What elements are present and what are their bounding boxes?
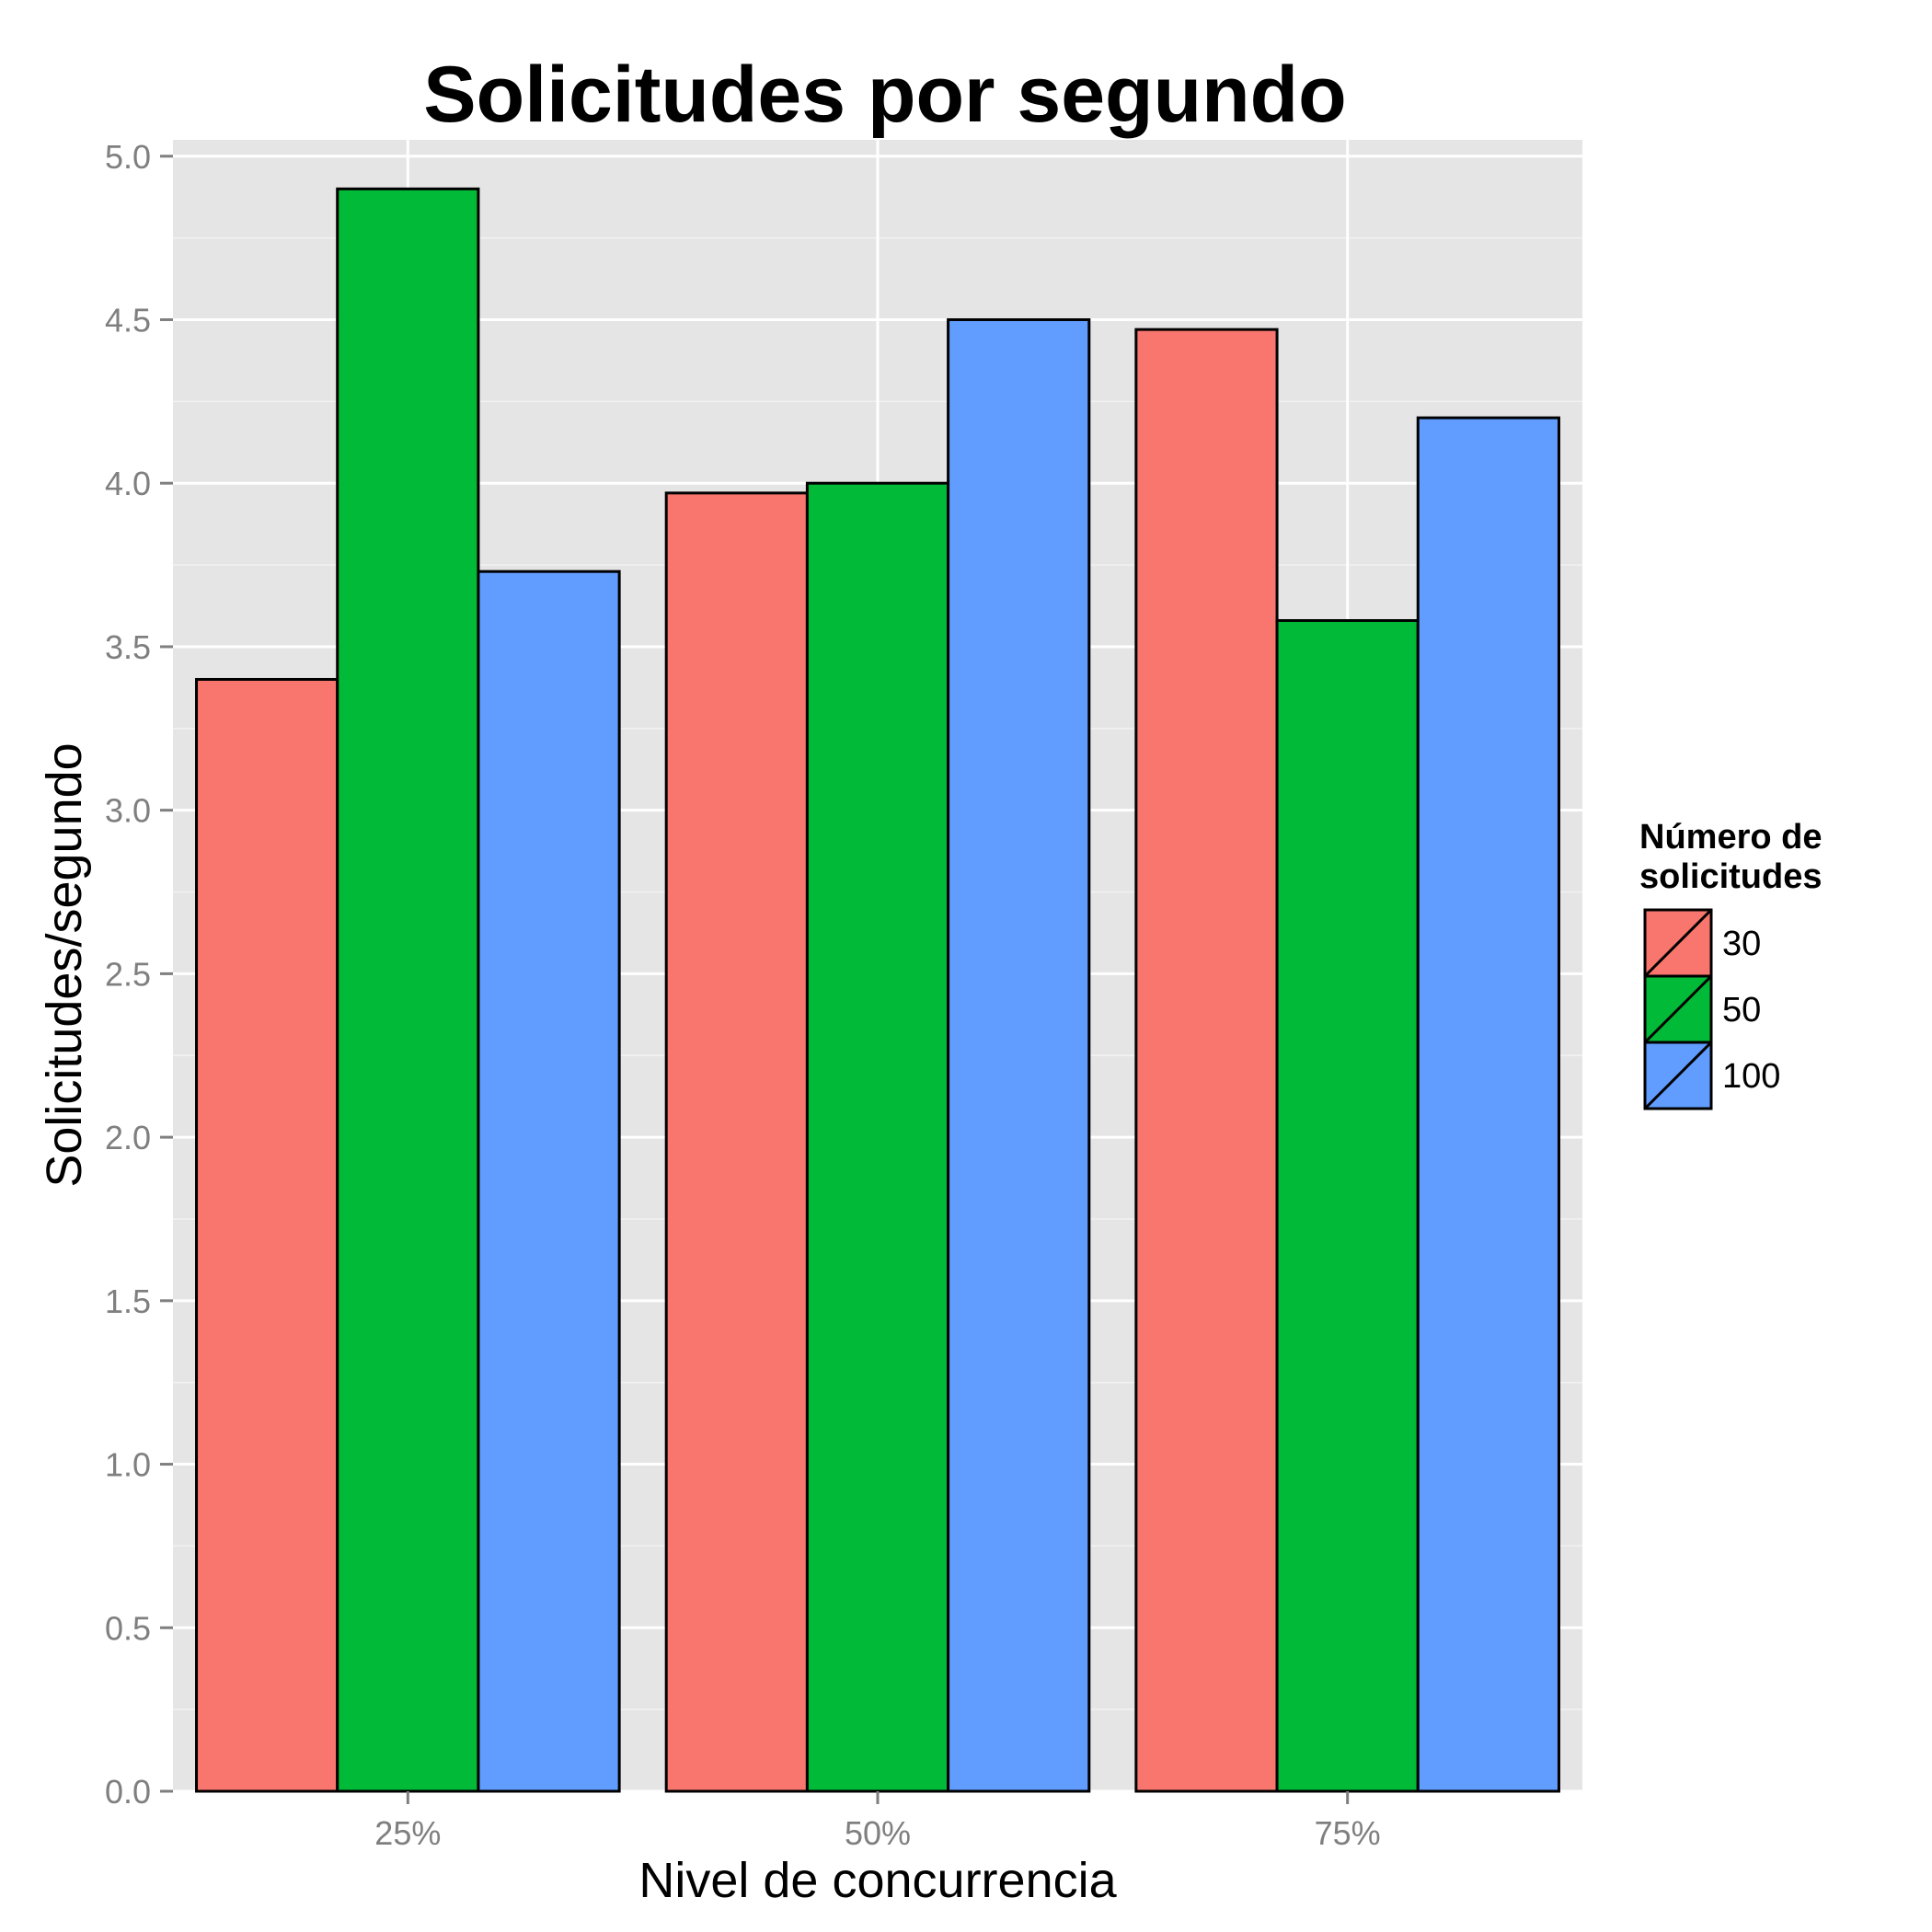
y-tick-label: 3.0 xyxy=(105,792,151,830)
bar-75pct-series-50 xyxy=(1275,619,1420,1793)
bar-50pct-series-100 xyxy=(947,317,1091,1793)
legend-key-slash xyxy=(1643,1041,1713,1110)
legend-title-line2: solicitudes xyxy=(1639,857,1823,896)
y-tick-label: 0.5 xyxy=(105,1609,151,1647)
legend-label-100: 100 xyxy=(1722,1057,1780,1096)
y-tick-label: 3.5 xyxy=(105,628,151,666)
legend-title-line1: Número de xyxy=(1639,818,1822,857)
y-tick-label: 2.0 xyxy=(105,1119,151,1156)
x-axis-title: Nivel de concurrencia xyxy=(638,1853,1117,1908)
x-axis: 25% 50% 75% xyxy=(374,1791,1381,1852)
y-tick-label: 1.0 xyxy=(105,1446,151,1484)
bar-75pct-series-100 xyxy=(1416,416,1560,1793)
bar-25pct-series-100 xyxy=(477,569,621,1793)
legend-key-slash xyxy=(1643,974,1713,1044)
y-tick-label: 4.0 xyxy=(105,465,151,502)
bar-50pct-series-50 xyxy=(805,481,950,1793)
chart-title: Solicitudes por segundo xyxy=(423,51,1346,139)
y-tick-label: 0.0 xyxy=(105,1773,151,1811)
x-tick-label: 75% xyxy=(1315,1814,1381,1852)
y-tick-label: 5.0 xyxy=(105,138,151,176)
bar-50pct-series-30 xyxy=(664,491,809,1793)
bar-75pct-series-30 xyxy=(1134,328,1279,1793)
legend-key-slash xyxy=(1643,908,1713,978)
legend-label-50: 50 xyxy=(1722,991,1761,1029)
legend-items: 30 50 100 xyxy=(1643,908,1780,1110)
legend: Número de solicitudes 30 50 100 xyxy=(1639,818,1823,1110)
legend-label-30: 30 xyxy=(1722,925,1761,963)
y-tick-label: 2.5 xyxy=(105,955,151,993)
bar-25pct-series-30 xyxy=(195,677,339,1793)
y-tick-label: 1.5 xyxy=(105,1282,151,1320)
y-axis-title: Solicitudes/segundo xyxy=(37,742,92,1187)
y-tick-label: 4.5 xyxy=(105,301,151,339)
bar-25pct-series-50 xyxy=(336,187,480,1793)
y-axis: 0.0 0.5 1.0 1.5 2.0 2.5 3.0 3.5 4.0 4.5 5.0 xyxy=(105,138,173,1811)
bars-layer xyxy=(195,187,1560,1793)
x-tick-label: 50% xyxy=(845,1814,911,1852)
x-tick-label: 25% xyxy=(374,1814,441,1852)
